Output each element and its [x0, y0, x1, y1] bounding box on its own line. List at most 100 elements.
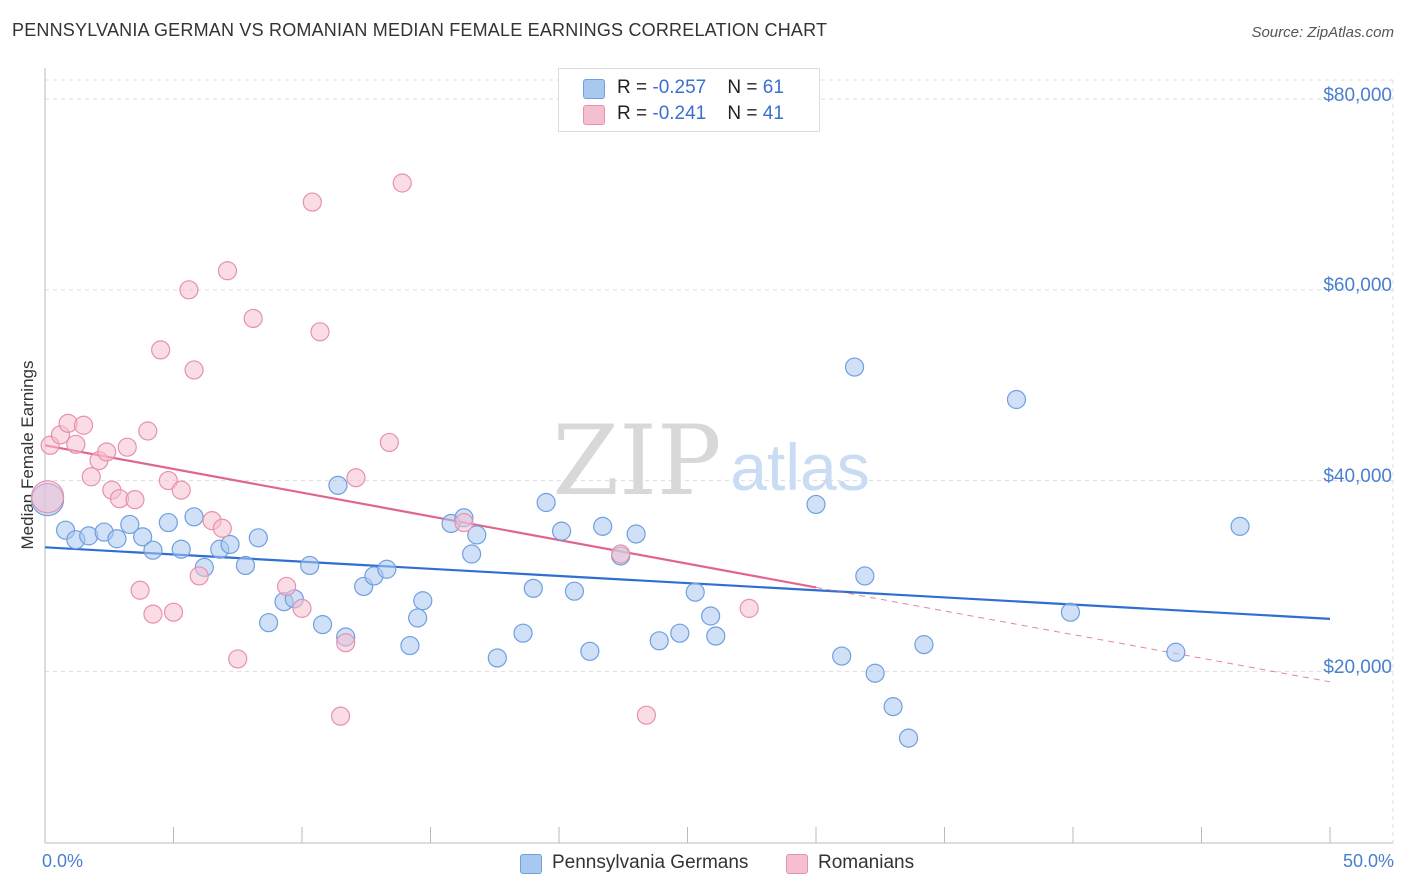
data-point-pennsylvania-germans [844, 357, 865, 377]
legend-n-value: 41 [762, 103, 784, 124]
series-name: Romanians [818, 852, 915, 873]
data-point-romanians [276, 576, 297, 597]
data-point-pennsylvania-germans [513, 623, 533, 643]
data-point-pennsylvania-germans [133, 527, 153, 547]
data-point-romanians [151, 340, 171, 360]
data-point-pennsylvania-germans [806, 494, 826, 515]
data-point-romanians [184, 360, 204, 380]
y-tick-label-40000: $40,000 [1323, 466, 1392, 487]
data-point-pennsylvania-germans [914, 635, 934, 655]
data-point-pennsylvania-germans [1060, 602, 1081, 622]
data-point-romanians [158, 470, 178, 491]
data-point-romanians [611, 544, 631, 564]
data-point-romanians [228, 649, 248, 669]
data-point-pennsylvania-germans [220, 534, 240, 555]
data-point-romanians [636, 705, 656, 725]
data-point-romanians [171, 480, 191, 500]
legend-n-value: 61 [762, 77, 784, 98]
data-point-romanians [97, 442, 117, 462]
data-point-pennsylvania-germans [107, 529, 127, 549]
data-point-romanians [454, 512, 474, 533]
data-point-pennsylvania-germans [184, 507, 204, 527]
data-point-romanians [292, 598, 312, 618]
data-point-romanians [302, 192, 322, 212]
data-point-romanians [30, 480, 65, 514]
data-point-romanians [212, 518, 232, 538]
trend-line-0 [44, 546, 1331, 620]
data-point-pennsylvania-germans [467, 525, 487, 545]
data-point-romanians [739, 598, 759, 618]
data-point-romanians [138, 421, 158, 441]
data-point-romanians [330, 706, 351, 726]
legend-n-label: N = [727, 77, 763, 98]
data-point-pennsylvania-germans [408, 608, 428, 628]
data-point-pennsylvania-germans [551, 521, 572, 541]
data-point-pennsylvania-germans [235, 555, 256, 576]
data-point-pennsylvania-germans [580, 641, 600, 661]
data-point-pennsylvania-germans [883, 697, 903, 717]
data-point-pennsylvania-germans [593, 516, 613, 536]
data-point-pennsylvania-germans [701, 606, 721, 626]
data-point-romanians [336, 633, 356, 653]
data-point-pennsylvania-germans [328, 475, 348, 495]
data-point-pennsylvania-germans [377, 559, 397, 579]
data-point-pennsylvania-germans [248, 528, 268, 548]
pink-swatch [786, 854, 808, 874]
data-point-pennsylvania-germans [120, 514, 140, 535]
data-point-pennsylvania-germans [312, 614, 333, 635]
legend-r-value: -0.257 [652, 77, 707, 98]
chart-source: Source: ZipAtlas.com [1251, 24, 1394, 41]
watermark-zip: ZIP [552, 405, 721, 517]
y-tick-label-60000: $60,000 [1323, 275, 1392, 296]
data-point-pennsylvania-germans [400, 635, 420, 656]
data-point-pennsylvania-germans [865, 663, 885, 683]
y-tick-label-20000: $20,000 [1323, 657, 1392, 678]
x-tick-label-min: 0.0% [42, 851, 84, 871]
data-point-romanians [346, 468, 366, 488]
data-point-romanians [81, 467, 101, 487]
data-point-pennsylvania-germans [649, 631, 669, 651]
data-point-romanians [143, 604, 163, 624]
data-point-pennsylvania-germans [487, 648, 507, 668]
x-tick-label-max: 50.0% [1342, 851, 1394, 871]
data-point-pennsylvania-germans [143, 540, 163, 560]
data-point-romanians [66, 434, 86, 454]
data-point-pennsylvania-germans [1230, 516, 1250, 536]
chart-title: PENNSYLVANIA GERMAN VS ROMANIAN MEDIAN F… [12, 20, 828, 40]
data-point-pennsylvania-germans [832, 646, 852, 666]
data-point-romanians [117, 437, 137, 457]
data-point-pennsylvania-germans [685, 582, 705, 602]
data-point-pennsylvania-germans [413, 591, 433, 611]
data-point-pennsylvania-germans [626, 524, 646, 544]
data-point-pennsylvania-germans [855, 566, 875, 586]
data-point-pennsylvania-germans [523, 578, 543, 598]
data-point-romanians [310, 322, 330, 342]
data-point-pennsylvania-germans [258, 613, 279, 633]
watermark-atlas: atlas [730, 430, 869, 504]
data-point-pennsylvania-germans [898, 728, 919, 748]
data-point-pennsylvania-germans [158, 512, 178, 533]
pink-swatch [583, 105, 605, 125]
data-point-pennsylvania-germans [1006, 389, 1027, 410]
data-point-romanians [73, 415, 94, 435]
data-point-romanians [189, 566, 209, 586]
blue-swatch [583, 79, 605, 99]
data-point-romanians [217, 261, 238, 281]
data-point-romanians [379, 432, 399, 453]
correlation-legend: R = -0.257 N = 61 R = -0.241 N = 41 [558, 68, 820, 132]
legend-n-label: N = [727, 103, 763, 124]
data-point-romanians [163, 602, 184, 622]
data-point-pennsylvania-germans [564, 581, 585, 601]
data-point-pennsylvania-germans [670, 623, 690, 643]
data-point-pennsylvania-germans [300, 555, 320, 576]
data-point-romanians [125, 490, 145, 510]
data-point-romanians [179, 280, 199, 300]
legend-r-value: -0.241 [652, 103, 707, 124]
data-point-pennsylvania-germans [171, 539, 191, 559]
data-point-romanians [392, 173, 412, 193]
legend-r-label: R = [617, 77, 653, 98]
data-point-romanians [130, 580, 150, 600]
data-point-pennsylvania-germans [536, 492, 556, 513]
trend-line-dashed-1 [815, 586, 1331, 683]
